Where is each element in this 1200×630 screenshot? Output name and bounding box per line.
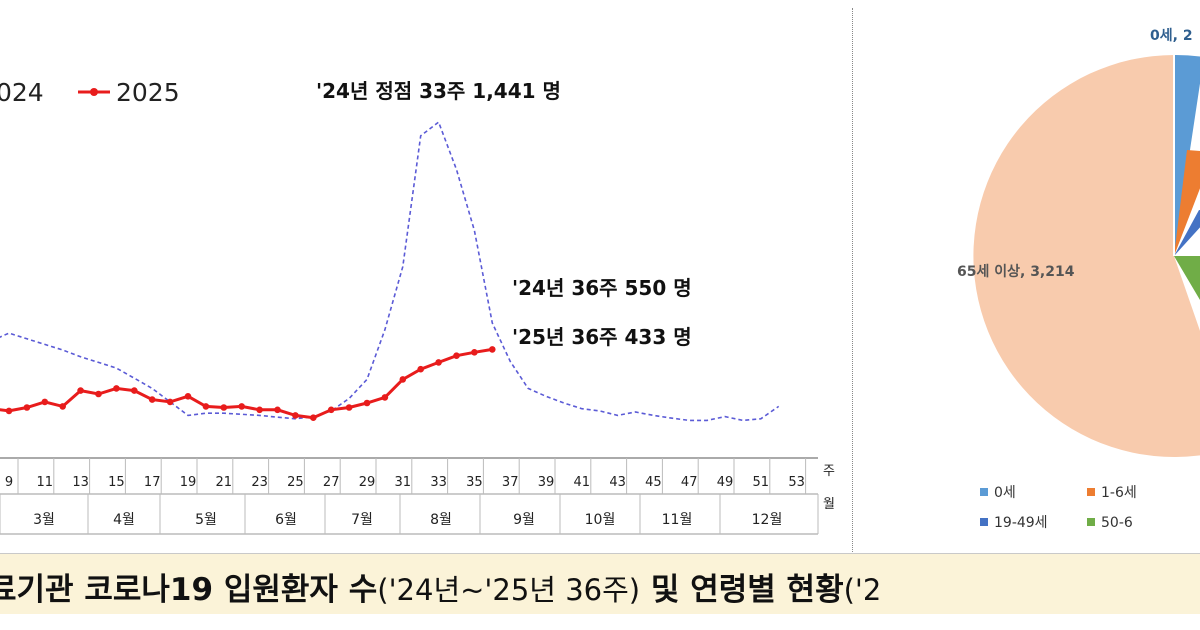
series-2025-point bbox=[41, 398, 49, 406]
x-tick-label: 49 bbox=[717, 475, 734, 490]
series-2025-point bbox=[59, 403, 66, 410]
caption-middle: 및 연령별 현황 bbox=[640, 572, 844, 608]
series-2025-point bbox=[292, 412, 299, 419]
x-tick-label: 53 bbox=[788, 475, 805, 490]
pie-slice-50-64 bbox=[1174, 256, 1200, 300]
x-tick-label: 19 bbox=[180, 475, 197, 490]
legend-2025-marker bbox=[90, 88, 98, 96]
x-tick-label: 47 bbox=[681, 475, 698, 490]
x-tick-label: 33 bbox=[430, 475, 447, 490]
weekly-line-chart: 9 11 13 15 17 19 21 23 25 27 29 31 33 35 37 39 41 43 45 47 4… bbox=[0, 78, 835, 535]
month-label: 9월 bbox=[513, 512, 535, 528]
x-tick-label: 41 bbox=[574, 475, 591, 490]
month-label: 6월 bbox=[275, 512, 297, 528]
x-tick-label: 25 bbox=[287, 475, 304, 490]
series-2025-point bbox=[166, 398, 174, 406]
series-2025-point bbox=[327, 406, 335, 414]
series-2025-point bbox=[184, 393, 192, 400]
pie-legend-swatch-19-49 bbox=[980, 518, 988, 526]
series-2025-point bbox=[202, 403, 210, 410]
series-2025-point bbox=[148, 396, 156, 403]
series-2025-point bbox=[95, 390, 102, 398]
figure-caption: 료기관 코로나19 입원환자 수('24년~'25년 36주) 및 연령별 현황… bbox=[0, 553, 1200, 615]
series-2025-point bbox=[453, 352, 460, 360]
series-2025-point bbox=[274, 406, 281, 414]
pie-label-65plus: 65세 이상, 3,214 bbox=[957, 263, 1075, 280]
x-tick-label: 23 bbox=[251, 475, 268, 490]
x-tick-label: 27 bbox=[323, 475, 340, 490]
month-label: 3월 bbox=[33, 512, 55, 528]
series-2025-line bbox=[0, 347, 493, 420]
series-2025-point bbox=[77, 387, 84, 394]
age-pie-chart: 0세, 2 65세 이상, 3,214 0세 1-6세 19-49세 50-6 bbox=[957, 28, 1200, 531]
weekly-line-chart-panel: 9 11 13 15 17 19 21 23 25 27 29 31 33 35 37 39 41 43 45 47 4… bbox=[0, 78, 835, 535]
x-unit-label: 주 bbox=[823, 464, 835, 479]
x-tick-label: 15 bbox=[108, 475, 125, 490]
month-label: 4월 bbox=[113, 512, 135, 528]
pie-slice-1-6 bbox=[1174, 150, 1200, 256]
legend: 024 2025 bbox=[0, 78, 180, 107]
series-2025-point bbox=[489, 346, 496, 353]
annotation-2025-week36: '25년 36주 433 명 bbox=[512, 325, 692, 349]
pie-slice-19-49 bbox=[1174, 210, 1200, 256]
annotation-2024-peak: '24년 정점 33주 1,441 명 bbox=[316, 79, 561, 103]
series-2025-point bbox=[345, 404, 353, 411]
pie-legend-label-50-64: 50-6 bbox=[1101, 515, 1133, 531]
panel-divider bbox=[852, 8, 853, 560]
pie-slice-65plus bbox=[973, 55, 1200, 457]
pie-legend-swatch-0 bbox=[980, 488, 988, 496]
pie-legend-label-1-6: 1-6세 bbox=[1101, 485, 1137, 501]
series-2025-point bbox=[131, 387, 138, 394]
x-tick-label: 37 bbox=[502, 475, 519, 490]
series-2025-point bbox=[23, 404, 31, 411]
x-tick-label: 31 bbox=[395, 475, 412, 490]
series-2025-point bbox=[363, 399, 371, 407]
month-label: 11월 bbox=[662, 512, 693, 528]
pie-label-0: 0세, 2 bbox=[1150, 28, 1193, 44]
x-tick-label: 39 bbox=[538, 475, 555, 490]
pie-legend-label-0: 0세 bbox=[994, 485, 1016, 501]
series-2025-point bbox=[417, 365, 425, 373]
pie-legend-label-19-49: 19-49세 bbox=[994, 515, 1048, 531]
legend-2024-label: 024 bbox=[0, 78, 44, 107]
pie-legend-swatch-1-6 bbox=[1087, 488, 1095, 496]
x-tick-label: 9 bbox=[5, 475, 13, 490]
pie-legend-swatch-50-64 bbox=[1087, 518, 1095, 526]
x-tick-label: 35 bbox=[466, 475, 483, 490]
x-tick-label: 45 bbox=[645, 475, 662, 490]
month-label: 8월 bbox=[430, 512, 452, 528]
series-2024-line bbox=[0, 120, 780, 422]
series-2025-point bbox=[238, 403, 245, 410]
month-label: 5월 bbox=[195, 512, 217, 528]
series-2025-point bbox=[471, 349, 478, 356]
month-label: 7월 bbox=[351, 512, 373, 528]
series-2025-point bbox=[435, 359, 442, 366]
x-tick-label: 29 bbox=[359, 475, 376, 490]
bottom-strip bbox=[0, 614, 1200, 630]
age-pie-chart-panel: 0세, 2 65세 이상, 3,214 0세 1-6세 19-49세 50-6 bbox=[854, 0, 1200, 560]
caption-paren-2: ('2 bbox=[843, 573, 882, 607]
x-tick-label: 11 bbox=[37, 475, 54, 490]
legend-2025-label: 2025 bbox=[116, 78, 180, 107]
month-label: 12월 bbox=[752, 512, 783, 528]
caption-paren-1: ('24년~'25년 36주) bbox=[377, 573, 641, 607]
series-2025-point bbox=[399, 376, 407, 383]
x-tick-label: 43 bbox=[609, 475, 626, 490]
series-2025-point bbox=[113, 385, 120, 392]
series-2025-point bbox=[310, 414, 317, 422]
annotation-2024-week36: '24년 36주 550 명 bbox=[512, 276, 692, 300]
caption-text: 료기관 코로나19 입원환자 수('24년~'25년 36주) 및 연령별 현황… bbox=[0, 564, 881, 609]
x-tick-label: 51 bbox=[753, 475, 770, 490]
month-label: 10월 bbox=[585, 512, 616, 528]
series-2025-point bbox=[381, 394, 389, 401]
pie-legend: 0세 1-6세 19-49세 50-6 bbox=[980, 485, 1137, 531]
series-2025-point bbox=[5, 407, 13, 415]
series-2025-point bbox=[256, 406, 263, 414]
x-tick-label: 21 bbox=[216, 475, 233, 490]
caption-main: 료기관 코로나19 입원환자 수 bbox=[0, 572, 378, 608]
x-tick-label: 17 bbox=[144, 475, 161, 490]
x-tick-label: 13 bbox=[72, 475, 89, 490]
x-unit-label-2: 월 bbox=[823, 497, 835, 512]
series-2025-point bbox=[220, 404, 228, 411]
